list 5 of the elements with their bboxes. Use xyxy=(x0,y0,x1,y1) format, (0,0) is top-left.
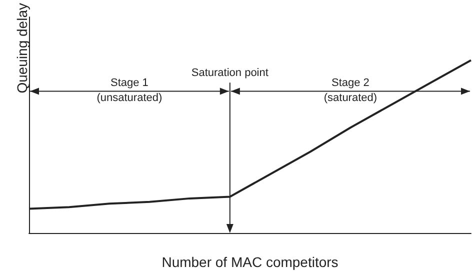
annotation: Stage 1 (unsaturated) xyxy=(96,76,162,106)
annotation: Saturation point xyxy=(191,66,268,81)
annotation: Stage 2 (saturated) xyxy=(324,76,378,106)
y-axis-title: Queuing delay xyxy=(14,3,30,94)
x-axis-title: Number of MAC competitors xyxy=(162,254,338,270)
